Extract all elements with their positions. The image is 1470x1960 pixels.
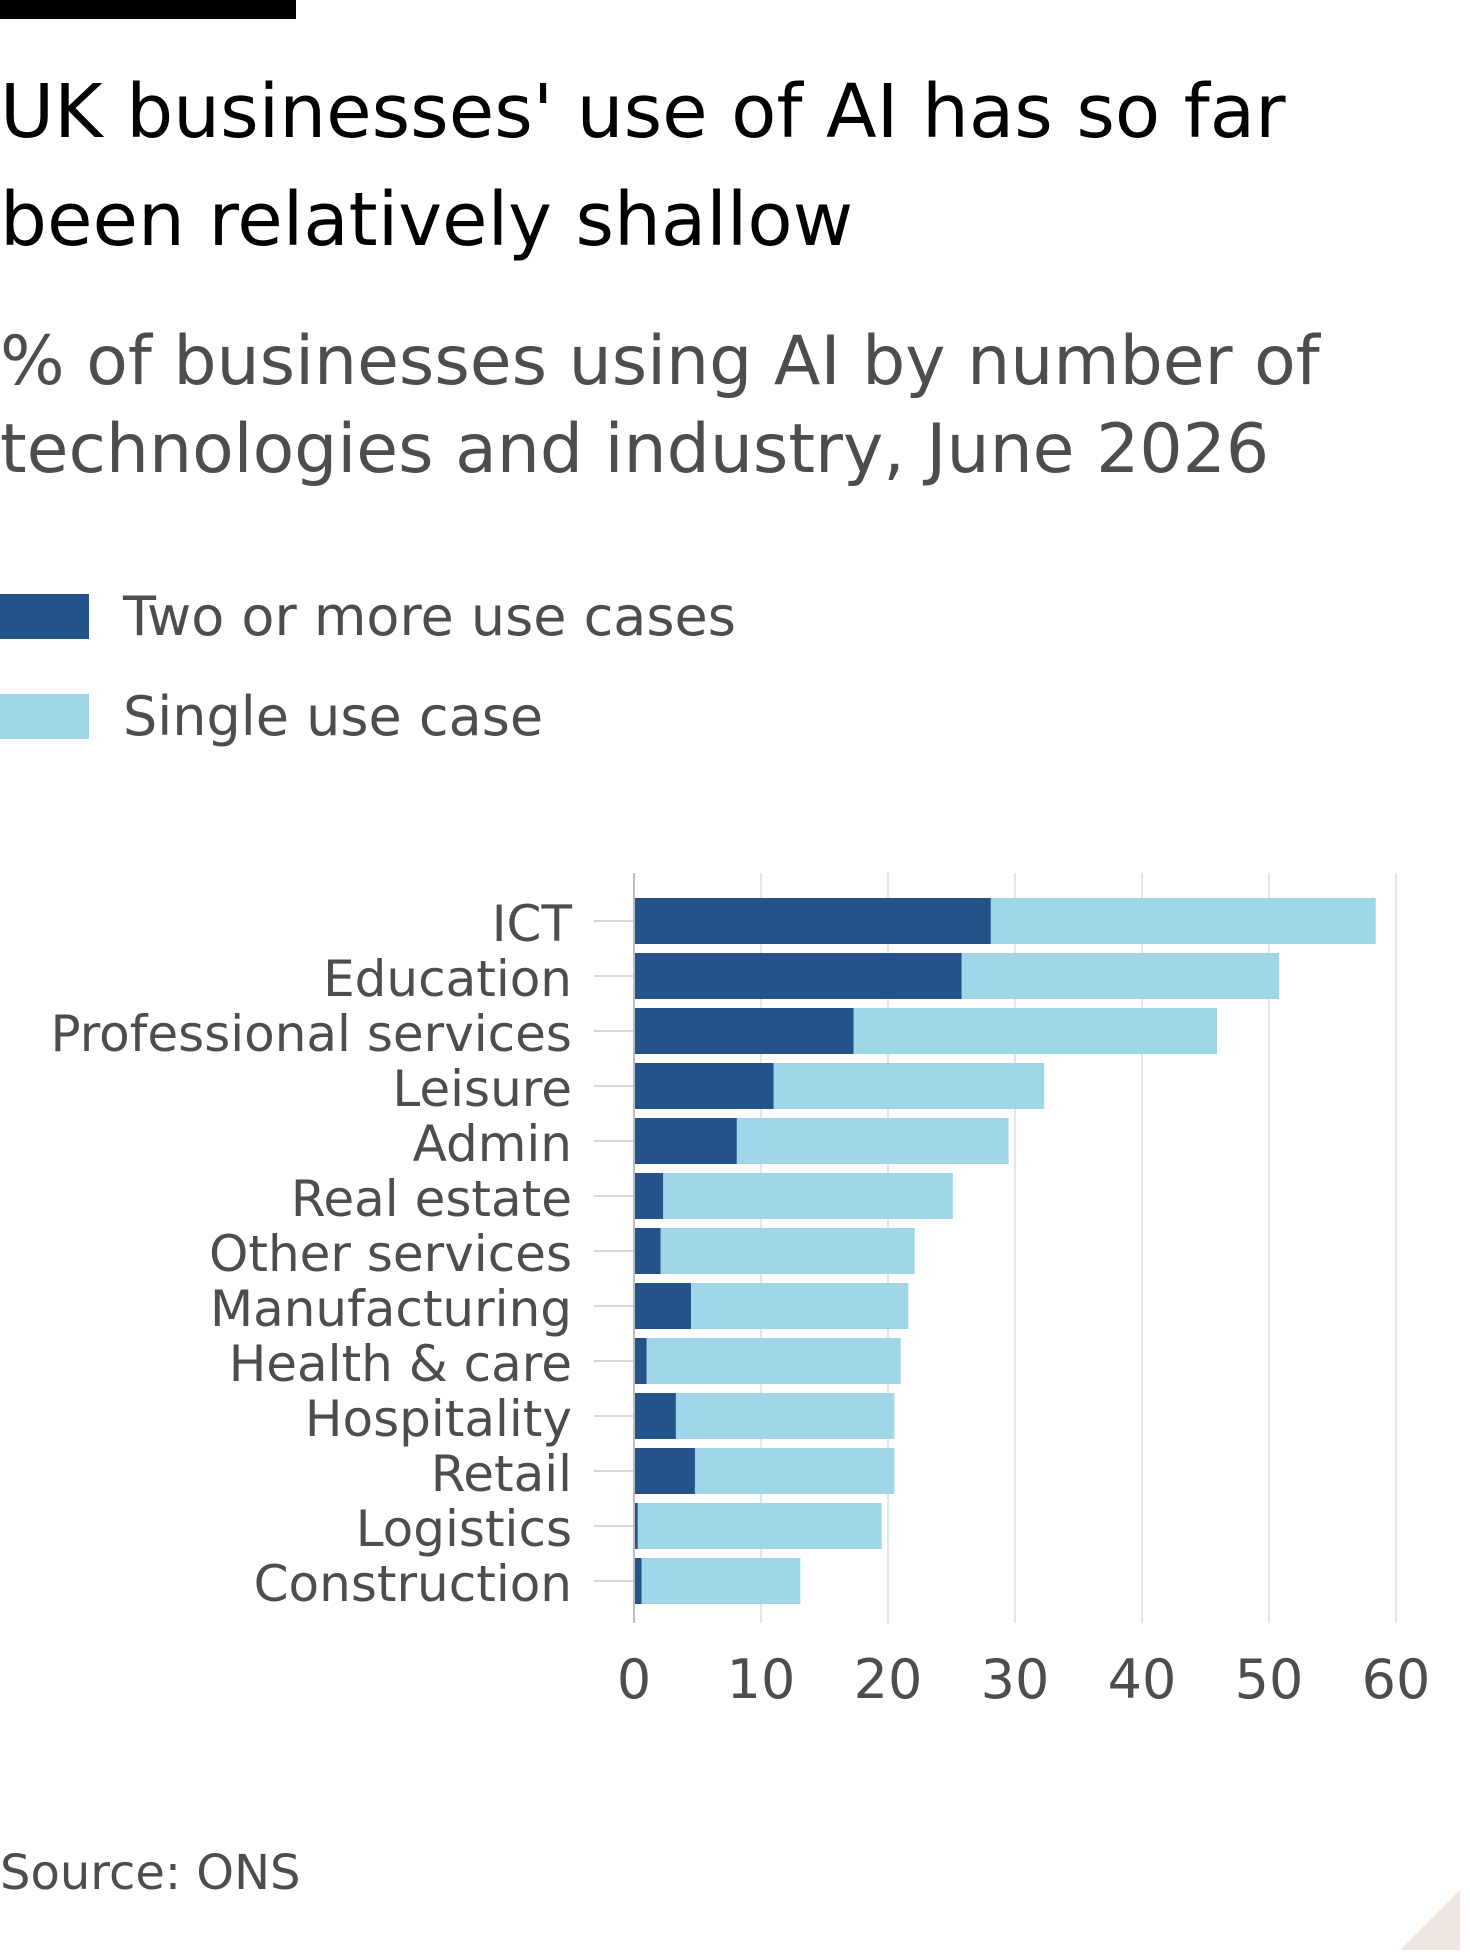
category-label: Logistics (356, 1500, 572, 1558)
category-label: Health & care (229, 1335, 572, 1393)
legend-label-single: Single use case (123, 684, 544, 748)
top-rule (0, 0, 296, 19)
category-label: Professional services (50, 1005, 572, 1063)
x-tick-label: 20 (854, 1648, 923, 1711)
x-tick-label: 10 (727, 1648, 796, 1711)
category-label: Education (323, 950, 572, 1008)
chart-title: UK businesses' use of AI has so far been… (0, 69, 1286, 263)
x-tick-label: 40 (1108, 1648, 1177, 1711)
bar-segment (634, 1063, 774, 1109)
bar-segment (634, 1393, 676, 1439)
legend-swatch-single (0, 693, 89, 739)
bar-segment (773, 1063, 1045, 1109)
bar-segment (853, 1008, 1217, 1054)
legend-item-single: Single use case (0, 666, 736, 766)
bar-segment (634, 1448, 695, 1494)
bar-segment (634, 1173, 664, 1219)
bar-segment (660, 1228, 915, 1274)
category-label: Leisure (392, 1060, 572, 1118)
bar-segment (663, 1173, 953, 1219)
bar-segment (637, 1503, 882, 1549)
category-label: Admin (413, 1115, 572, 1173)
page-corner-icon (1400, 1890, 1460, 1950)
bar-segment (691, 1283, 909, 1329)
legend: Two or more use cases Single use case (0, 566, 736, 766)
category-label: Retail (431, 1445, 572, 1503)
chart-subtitle: % of businesses using AI by number of te… (0, 322, 1320, 489)
legend-item-two-or-more: Two or more use cases (0, 566, 736, 666)
bar-segment (634, 1283, 692, 1329)
x-tick-label: 60 (1362, 1648, 1431, 1711)
x-tick-label: 0 (617, 1648, 651, 1711)
bar-segment (990, 898, 1376, 944)
bar-segment (634, 1503, 638, 1549)
legend-swatch-two-or-more (0, 593, 89, 639)
bar-segment (634, 1228, 661, 1274)
bar-segment (634, 1008, 854, 1054)
category-label: Construction (254, 1555, 572, 1613)
x-tick-label: 50 (1235, 1648, 1304, 1711)
bar-segment (634, 1118, 737, 1164)
bar-segment (634, 1558, 642, 1604)
source-note: Source: ONS (0, 1845, 301, 1901)
x-tick-label: 30 (981, 1648, 1050, 1711)
bar-segment (634, 1338, 647, 1384)
bar-segment (675, 1393, 895, 1439)
bar-segment (634, 953, 962, 999)
bar-segment (694, 1448, 895, 1494)
category-label: Other services (209, 1225, 572, 1283)
legend-label-two-or-more: Two or more use cases (123, 584, 736, 648)
category-label: Hospitality (305, 1390, 572, 1448)
bar-segment (646, 1338, 901, 1384)
bar-segment (641, 1558, 801, 1604)
category-label: Manufacturing (210, 1280, 572, 1338)
bar-segment (634, 898, 991, 944)
bar-segment (961, 953, 1280, 999)
category-label: ICT (492, 895, 573, 953)
bar-segment (736, 1118, 1009, 1164)
category-label: Real estate (291, 1170, 572, 1228)
